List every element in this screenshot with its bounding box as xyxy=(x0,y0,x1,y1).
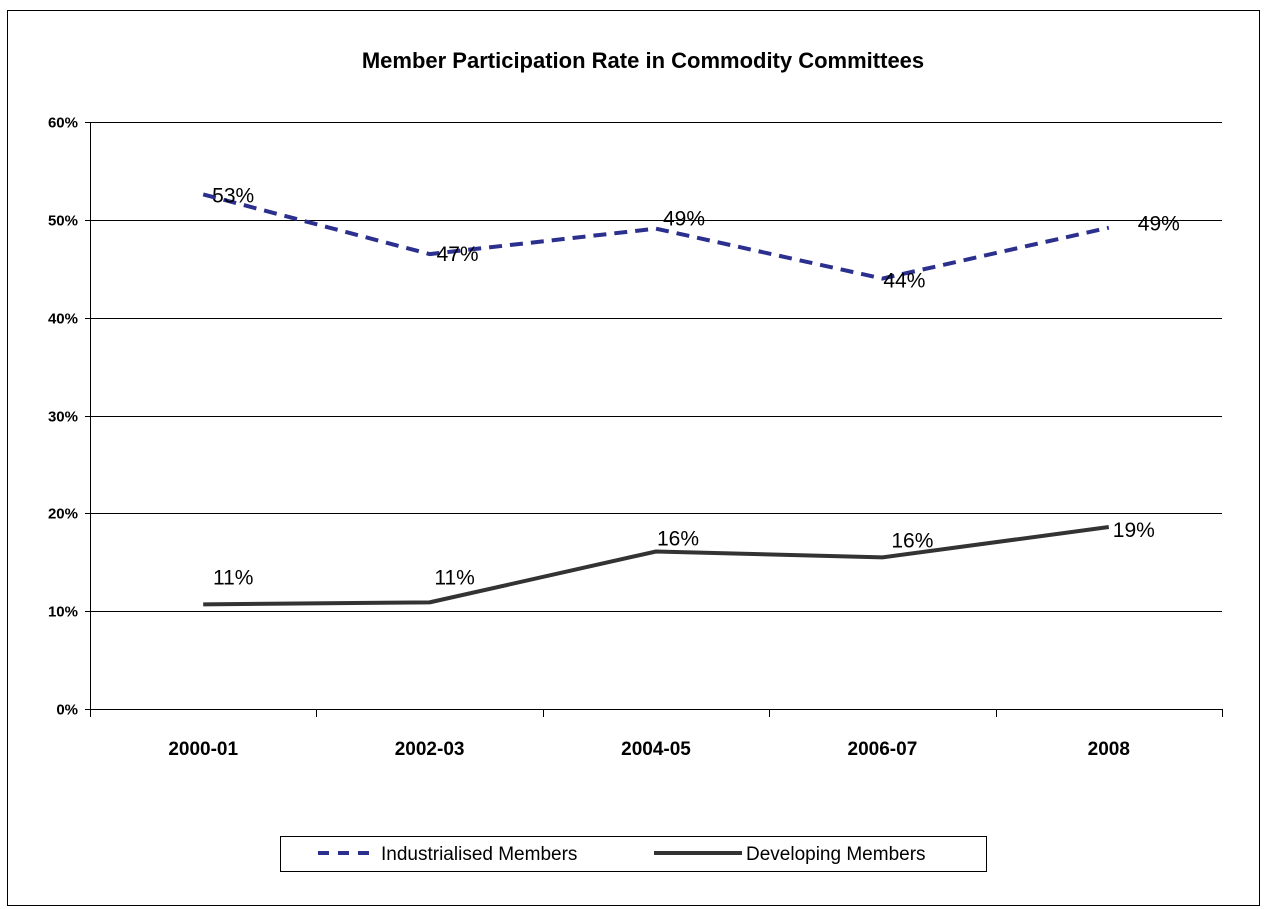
data-labels: 53% 47% 49% 44% 49% 11% 11% 16% 16% 19% xyxy=(212,184,1180,589)
y-tick-label: 10% xyxy=(48,604,78,621)
legend-label: Industrialised Members xyxy=(381,844,577,865)
gridlines xyxy=(90,122,1222,612)
x-tick-label: 2000-01 xyxy=(168,739,238,760)
y-tick-label: 30% xyxy=(48,409,78,426)
data-label: 16% xyxy=(891,529,933,552)
chart-title: Member Participation Rate in Commodity C… xyxy=(362,48,924,73)
series-lines xyxy=(202,192,1110,607)
legend-box xyxy=(280,836,987,872)
x-tick-label: 2002-03 xyxy=(395,739,465,760)
data-label: 47% xyxy=(437,243,479,266)
x-tick-label: 2008 xyxy=(1088,739,1130,760)
chart-frame xyxy=(7,10,1260,906)
data-label: 19% xyxy=(1113,519,1155,542)
y-tick-label: 40% xyxy=(48,311,78,328)
axes: 0% 10% 20% 30% 40% 50% 60% 2000-01 2002-03 2004-0… xyxy=(48,115,1223,760)
y-tick-label: 20% xyxy=(48,506,78,523)
data-label: 11% xyxy=(434,566,474,589)
data-label: 44% xyxy=(883,270,925,293)
y-tick-label: 60% xyxy=(48,115,78,132)
series-line-industrialised xyxy=(202,192,1110,281)
data-label: 49% xyxy=(663,208,705,231)
data-label: 16% xyxy=(657,527,699,550)
series-line-developing xyxy=(203,525,1110,607)
data-label: 11% xyxy=(213,566,253,589)
x-tick-label: 2006-07 xyxy=(848,739,918,760)
legend-label: Developing Members xyxy=(746,844,926,865)
data-label: 49% xyxy=(1138,213,1180,236)
x-tick-label: 2004-05 xyxy=(621,739,691,760)
y-tick-label: 50% xyxy=(48,213,78,230)
data-label: 53% xyxy=(212,184,254,207)
legend: Industrialised Members Developing Members xyxy=(280,836,987,872)
y-tick-label: 0% xyxy=(56,702,78,719)
